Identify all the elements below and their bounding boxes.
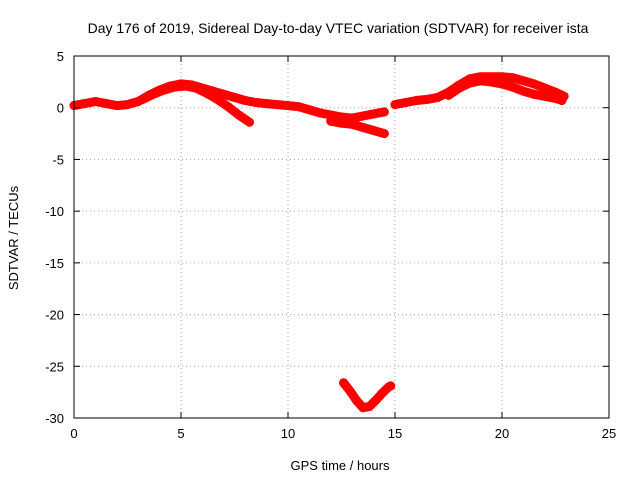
x-tick-label: 5	[177, 426, 184, 441]
ticks: 0 5 10 15 20 25 5 0 -5 -10 -15 -20 -25 -30	[45, 49, 616, 441]
y-tick-label: 0	[57, 101, 64, 116]
data-point	[90, 97, 100, 106]
data-point	[497, 79, 507, 89]
data-point	[326, 116, 336, 126]
y-tick-label: -30	[45, 411, 64, 426]
data-point	[339, 378, 349, 388]
data-point	[371, 395, 381, 405]
data-point	[377, 388, 387, 398]
data-point	[345, 386, 355, 396]
data-point	[486, 77, 496, 87]
series-layer	[69, 72, 569, 413]
data-point	[529, 79, 539, 89]
data-point	[508, 73, 518, 83]
data-point	[112, 101, 122, 111]
data-point	[170, 82, 180, 92]
data-point	[518, 86, 528, 96]
data-point	[234, 110, 244, 120]
data-point	[240, 96, 250, 105]
data-point	[159, 85, 169, 95]
y-tick-label: -5	[52, 152, 64, 167]
chart-title: Day 176 of 2019, Sidereal Day-to-day VTE…	[88, 20, 589, 36]
y-tick-label: -10	[45, 204, 64, 219]
data-point	[123, 100, 132, 110]
data-point	[476, 76, 486, 86]
y-tick-label: -20	[45, 308, 64, 323]
data-point	[540, 83, 550, 93]
data-point	[245, 117, 254, 127]
data-point	[230, 92, 239, 102]
data-point	[386, 381, 396, 391]
x-tick-label: 0	[70, 426, 77, 441]
y-tick-label: -15	[45, 256, 64, 271]
grid	[74, 56, 609, 418]
data-point	[358, 111, 368, 121]
data-point	[315, 108, 325, 118]
data-point	[369, 109, 379, 119]
y-tick-label: 5	[57, 49, 64, 64]
data-point	[283, 101, 293, 111]
data-point	[262, 99, 272, 109]
data-point	[379, 107, 389, 117]
data-point	[411, 96, 421, 105]
data-point	[202, 88, 212, 98]
x-tick-label: 25	[602, 426, 616, 441]
data-point	[180, 81, 190, 91]
data-point	[80, 99, 90, 109]
data-point	[508, 82, 518, 92]
data-point	[251, 98, 261, 107]
data-point	[454, 83, 464, 93]
data-point	[272, 100, 282, 110]
data-point	[212, 94, 222, 104]
series-track-1	[69, 79, 389, 123]
series-track-5	[326, 116, 389, 139]
series-track-2	[138, 81, 254, 127]
data-point	[223, 102, 233, 112]
data-point	[401, 98, 411, 107]
data-point	[148, 89, 158, 99]
data-point	[557, 96, 567, 105]
x-tick-label: 15	[388, 426, 402, 441]
data-point	[529, 89, 539, 99]
data-point	[191, 83, 201, 93]
data-point	[518, 76, 528, 86]
data-point	[358, 122, 368, 132]
data-point	[379, 129, 389, 139]
series-track-4	[444, 76, 567, 105]
data-point	[465, 78, 475, 88]
data-point	[337, 118, 346, 128]
data-point	[347, 119, 357, 129]
data-point	[304, 105, 314, 115]
data-point	[422, 94, 432, 104]
data-point	[101, 99, 111, 109]
data-point	[390, 100, 400, 110]
data-point	[294, 102, 304, 112]
data-point	[352, 395, 361, 405]
y-axis-label: SDTVAR / TECUs	[6, 185, 21, 290]
x-axis-label: GPS time / hours	[291, 458, 390, 473]
data-point	[138, 94, 147, 104]
series-track-6	[339, 378, 396, 413]
data-point	[444, 90, 453, 100]
data-point	[433, 92, 443, 102]
data-point	[540, 91, 550, 101]
y-tick-label: -25	[45, 359, 64, 374]
data-point	[219, 89, 229, 99]
x-tick-label: 20	[495, 426, 509, 441]
data-point	[364, 402, 374, 412]
data-point	[369, 126, 379, 135]
x-tick-label: 10	[281, 426, 295, 441]
plot-frame	[73, 55, 610, 419]
